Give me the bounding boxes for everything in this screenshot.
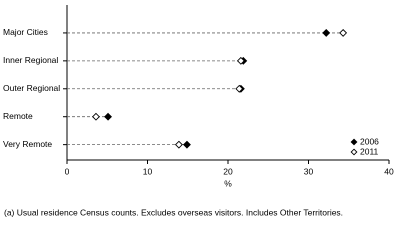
x-tick-label: 20 [223,166,233,176]
legend-label: 2011 [360,146,379,156]
dot [183,140,191,149]
dot [236,56,245,65]
dot [339,28,348,37]
dot [235,84,244,93]
legend-label: 2006 [360,136,379,146]
y-tick-label: Inner Regional [3,55,58,65]
dot [174,140,183,149]
y-tick-label: Outer Regional [3,83,60,93]
x-tick-label: 10 [143,166,153,176]
dot [322,28,331,37]
x-tick-label: 30 [304,166,314,176]
x-tick-label: 40 [384,166,394,176]
footnote: (a) Usual residence Census counts. Exclu… [4,207,343,217]
chart: % (a) Usual residence Census counts. Exc… [3,5,394,217]
dot [104,112,112,121]
y-tick-label: Major Cities [3,27,48,37]
x-axis-label: % [224,178,232,188]
y-tick-label: Very Remote [3,139,52,149]
x-tick-label: 0 [65,166,70,176]
dot [92,112,100,121]
legend-marker [350,148,358,156]
y-tick-label: Remote [3,111,33,121]
legend-marker [350,138,358,146]
